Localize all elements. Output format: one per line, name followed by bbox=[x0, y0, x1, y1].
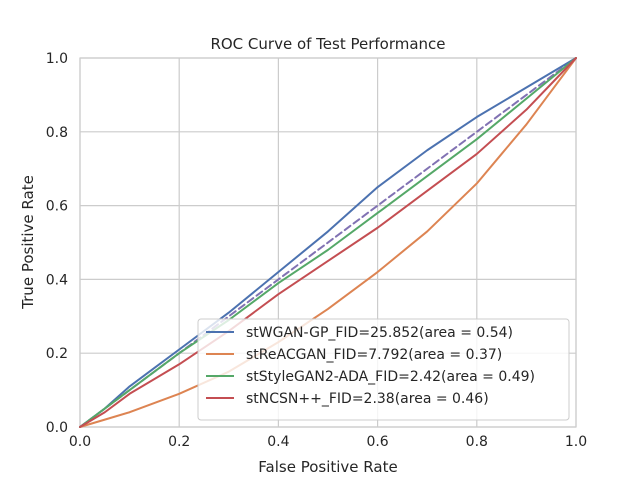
roc-series-line-1 bbox=[79, 57, 577, 428]
roc-series-line-3 bbox=[79, 57, 577, 428]
x-tick-label: 1.0 bbox=[565, 434, 587, 450]
y-tick-label: 0.2 bbox=[46, 346, 68, 362]
roc-series-line-0 bbox=[79, 57, 577, 428]
y-tick-labels: 0.0 0.2 0.4 0.6 0.8 1.0 bbox=[46, 51, 68, 436]
y-tick-label: 0.0 bbox=[46, 420, 68, 436]
legend-label: stWGAN-GP_FID=25.852(area = 0.54) bbox=[246, 325, 513, 341]
legend-label: stReACGAN_FID=7.792(area = 0.37) bbox=[246, 347, 502, 363]
chart-title: ROC Curve of Test Performance bbox=[210, 35, 445, 53]
x-tick-label: 0.0 bbox=[69, 434, 91, 450]
y-tick-label: 1.0 bbox=[46, 51, 68, 67]
series-layer bbox=[79, 57, 577, 428]
y-tick-label: 0.6 bbox=[46, 199, 68, 215]
x-tick-label: 0.4 bbox=[267, 434, 289, 450]
x-tick-label: 0.2 bbox=[168, 434, 190, 450]
roc-series-line-2 bbox=[79, 57, 577, 428]
y-tick-label: 0.8 bbox=[46, 125, 68, 141]
x-tick-label: 0.8 bbox=[466, 434, 488, 450]
x-tick-labels: 0.0 0.2 0.4 0.6 0.8 1.0 bbox=[69, 434, 587, 450]
y-axis-label: True Positive Rate bbox=[19, 175, 37, 310]
x-axis-label: False Positive Rate bbox=[258, 458, 397, 476]
x-tick-label: 0.6 bbox=[366, 434, 388, 450]
legend-label: stStyleGAN2-ADA_FID=2.42(area = 0.49) bbox=[246, 369, 535, 385]
legend-label: stNCSN++_FID=2.38(area = 0.46) bbox=[246, 391, 489, 407]
legend-box bbox=[197, 318, 570, 421]
y-tick-label: 0.4 bbox=[46, 272, 68, 288]
legend: stWGAN-GP_FID=25.852(area = 0.54) stReACG… bbox=[197, 318, 570, 421]
